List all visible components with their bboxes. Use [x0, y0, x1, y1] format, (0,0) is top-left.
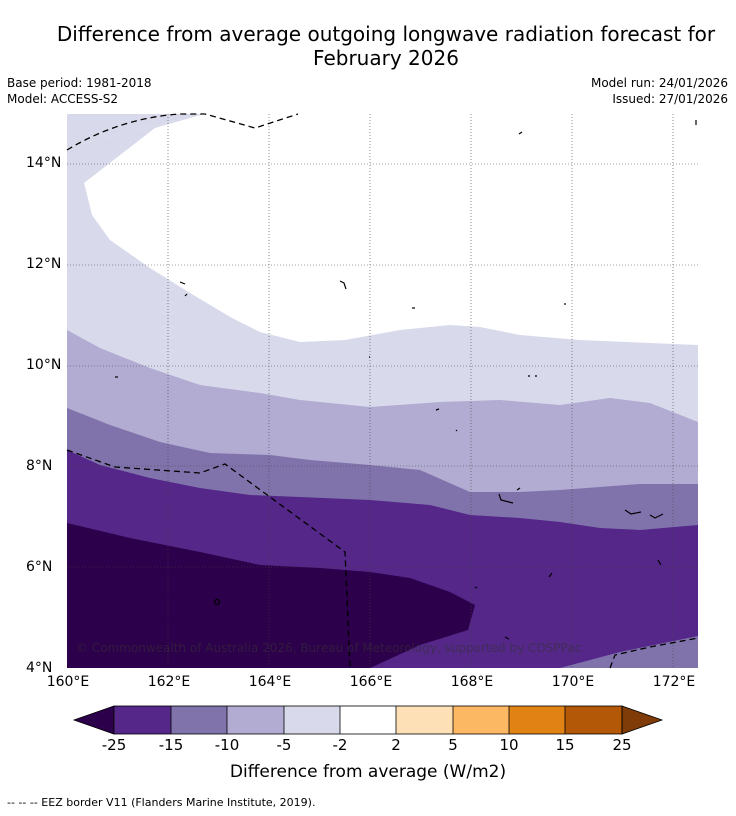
- colorbar-tick: 25: [612, 736, 632, 754]
- lon-label-170e: 170°E: [551, 674, 595, 690]
- lat-label-4n: 4°N: [26, 660, 53, 676]
- title-line-2: February 2026: [313, 46, 459, 70]
- colorbar-segment: [340, 706, 396, 734]
- colorbar-tick: -25: [101, 736, 127, 754]
- island: [455, 429, 458, 432]
- colorbar-max-arrow: [621, 705, 664, 735]
- island: [179, 281, 186, 285]
- lon-label-160e: 160°E: [46, 674, 90, 690]
- island: [184, 293, 188, 297]
- colorbar-tick: 2: [391, 736, 401, 754]
- colorbar-segment: [396, 706, 453, 734]
- eez-border-mid: [66, 449, 351, 669]
- colorbar-title: Difference from average (W/m2): [229, 762, 507, 782]
- eez-border-se: [609, 637, 699, 669]
- colorbar-outline: [113, 705, 623, 735]
- colorbar-min-arrow: [72, 705, 115, 735]
- colorbar-tick: 15: [555, 736, 575, 754]
- colorbar-tick: 10: [499, 736, 519, 754]
- island: [518, 131, 523, 135]
- colorbar-segment: [284, 706, 340, 734]
- band-below-minus25: [67, 523, 475, 668]
- lat-label-8n: 8°N: [26, 458, 53, 474]
- eez-legend-note: -- -- -- EEZ border V11 (Flanders Marine…: [7, 796, 316, 809]
- island: [213, 598, 221, 606]
- map-title: Difference from average outgoing longwav…: [0, 22, 736, 70]
- islands: [115, 120, 697, 640]
- lon-label-172e: 172°E: [652, 674, 696, 690]
- lon-label-164e: 164°E: [248, 674, 292, 690]
- map-panel: [66, 113, 699, 669]
- island: [498, 493, 514, 504]
- colorbar-segment: [509, 706, 565, 734]
- island: [474, 586, 478, 589]
- island: [504, 636, 510, 640]
- island: [435, 408, 440, 411]
- colorbar-tick: -2: [332, 736, 348, 754]
- island: [624, 509, 664, 519]
- lat-label-14n: 14°N: [26, 155, 62, 171]
- colorbar-segment: [565, 706, 622, 734]
- lon-label-162e: 162°E: [147, 674, 191, 690]
- colorbar-segment: [227, 706, 284, 734]
- island: [339, 280, 347, 290]
- colorbar-tick: 5: [448, 736, 458, 754]
- colorbar-tick: -10: [214, 736, 240, 754]
- model-run: Model run: 24/01/2026: [590, 76, 728, 90]
- meta-right: Model run: 24/01/2026 Issued: 27/01/2026: [591, 75, 728, 107]
- island: [548, 572, 553, 578]
- copyright-watermark: © Commonwealth of Australia 2026, Bureau…: [76, 641, 582, 655]
- colorbar-dividers: [170, 706, 566, 734]
- eez-borders: [66, 113, 699, 669]
- island: [657, 559, 662, 566]
- colorbar: [72, 705, 664, 735]
- lon-label-166e: 166°E: [349, 674, 393, 690]
- colorbar-segment: [171, 706, 227, 734]
- colorbar-tick: -15: [158, 736, 184, 754]
- meta-left: Base period: 1981-2018 Model: ACCESS-S2: [7, 75, 152, 107]
- island: [516, 487, 521, 491]
- title-line-1: Difference from average outgoing longwav…: [56, 22, 716, 46]
- lat-label-6n: 6°N: [26, 559, 53, 575]
- issued-date: Issued: 27/01/2026: [612, 92, 728, 106]
- lat-label-12n: 12°N: [26, 256, 62, 272]
- colorbar-segment: [114, 706, 171, 734]
- grid-lines: [67, 114, 698, 668]
- colorbar-segment: [453, 706, 509, 734]
- model-name: Model: ACCESS-S2: [7, 92, 119, 106]
- lat-label-10n: 10°N: [26, 357, 62, 373]
- lon-label-168e: 168°E: [450, 674, 494, 690]
- base-period: Base period: 1981-2018: [7, 76, 152, 90]
- colorbar-tick: -5: [276, 736, 292, 754]
